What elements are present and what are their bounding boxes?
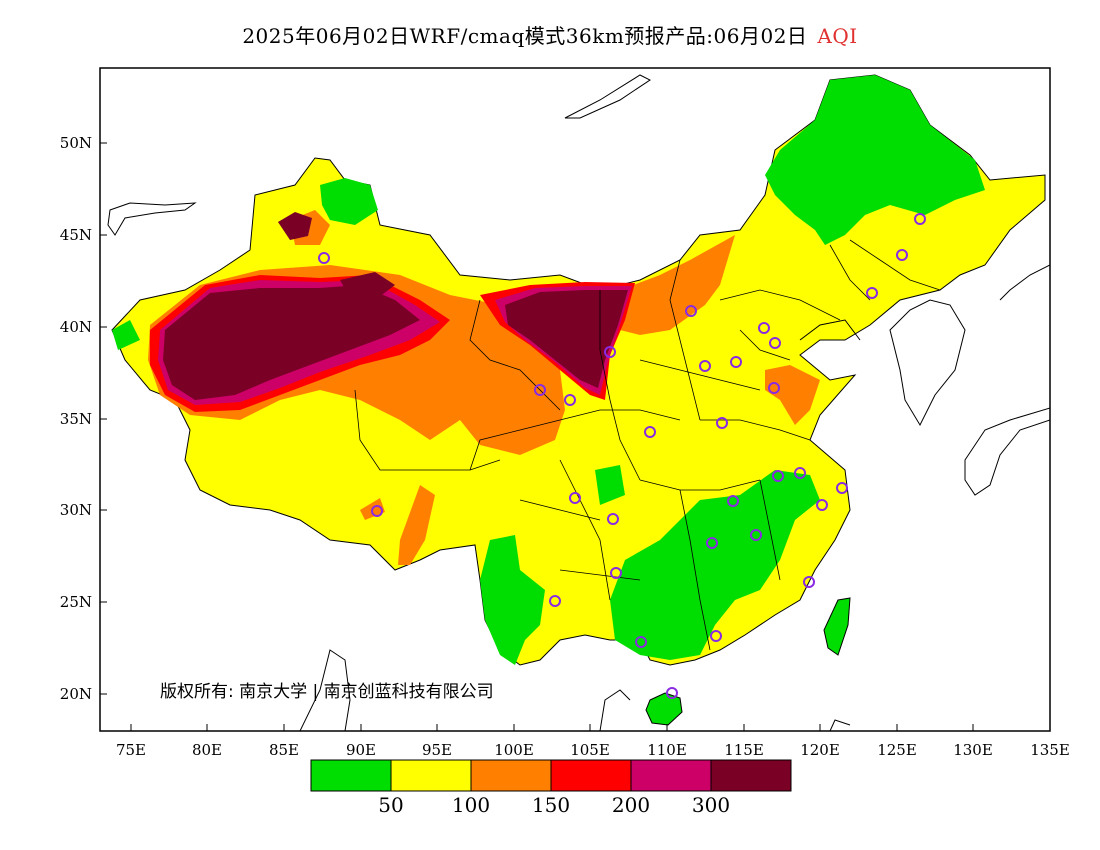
lon-tick-label: 120E [800, 741, 840, 759]
copyright-text: 版权所有: 南京大学 | 南京创蓝科技有限公司 [160, 682, 494, 702]
station-marker [772, 470, 784, 482]
station-marker [604, 346, 616, 358]
station-marker [371, 505, 383, 517]
lon-tick-label: 110E [647, 741, 687, 759]
station-marker [816, 499, 828, 511]
lat-tick-label: 40N [60, 318, 92, 336]
station-marker [569, 492, 581, 504]
north-xinjiang-good-region [320, 178, 378, 225]
legend-swatch-moderate [390, 759, 472, 792]
hazardous-region-lop [340, 272, 395, 300]
station-marker [866, 287, 878, 299]
pollutant-label: AQI [817, 24, 858, 48]
lon-tick-label: 100E [494, 741, 534, 759]
station-marker [727, 495, 739, 507]
lat-tick-label: 25N [60, 593, 92, 611]
lon-tick-label: 130E [953, 741, 993, 759]
station-marker [896, 249, 908, 261]
legend-label: 300 [692, 793, 730, 817]
station-marker [644, 426, 656, 438]
lon-tick-label: 75E [116, 741, 146, 759]
station-marker [768, 382, 780, 394]
neighbor-coastlines [107, 74, 1050, 731]
station-marker [666, 687, 678, 699]
lon-tick-label: 85E [269, 741, 299, 759]
legend-label: 50 [378, 793, 403, 817]
station-markers [318, 213, 926, 699]
lon-tick-label: 95E [422, 741, 452, 759]
sensitive-region-tibet [398, 485, 435, 565]
legend-label: 100 [452, 793, 490, 817]
lon-tick-label: 80E [192, 741, 222, 759]
legend-swatch-hazardous [710, 759, 792, 792]
station-marker [534, 384, 546, 396]
station-marker [318, 252, 330, 264]
station-marker [607, 513, 619, 525]
green-patch [112, 320, 140, 350]
yunnan-good-region [480, 535, 545, 665]
title-text: 2025年06月02日WRF/cmaq模式36km预报产品:06月02日 [242, 24, 808, 48]
lon-tick-label: 125E [877, 741, 917, 759]
lat-tick-label: 50N [60, 134, 92, 152]
station-marker [758, 322, 770, 334]
lat-tick-label: 30N [60, 501, 92, 519]
northeast-good-region [765, 75, 985, 245]
map-title: 2025年06月02日WRF/cmaq模式36km预报产品:06月02日 AQI [0, 20, 1100, 49]
station-marker [685, 305, 697, 317]
station-marker [710, 630, 722, 642]
hazardous-region-dzungaria [278, 212, 312, 240]
legend-label: 150 [532, 793, 570, 817]
station-marker [635, 636, 647, 648]
latitude-axis: 20N 25N 30N 35N 40N 45N 50N [60, 134, 107, 703]
sensitive-region-north [615, 235, 735, 335]
province-boundaries [354, 239, 941, 651]
legend-swatch-sensitive [470, 759, 552, 792]
station-marker [769, 337, 781, 349]
station-marker [803, 576, 815, 588]
station-marker [750, 529, 762, 541]
station-marker [716, 417, 728, 429]
station-marker [794, 467, 806, 479]
hainan-island [645, 692, 683, 726]
aqi-legend: 50 100 150 200 300 [310, 759, 792, 817]
lon-tick-label: 90E [346, 741, 376, 759]
lat-tick-label: 45N [60, 226, 92, 244]
legend-swatch-good [310, 759, 392, 792]
lon-tick-label: 115E [724, 741, 764, 759]
station-marker [706, 537, 718, 549]
hazardous-region-badain [505, 290, 628, 388]
map-body: 版权所有: 南京大学 | 南京创蓝科技有限公司 [107, 74, 1050, 731]
hazardous-region-taklimakan [163, 285, 420, 400]
green-patch [595, 465, 625, 505]
station-marker [549, 595, 561, 607]
legend-swatch-very-unhealthy [630, 759, 712, 792]
taiwan-island [823, 597, 851, 656]
map-frame [99, 67, 1051, 732]
station-marker [914, 213, 926, 225]
lon-tick-label: 135E [1030, 741, 1070, 759]
station-marker [730, 356, 742, 368]
lon-tick-label: 105E [570, 741, 610, 759]
legend-label: 200 [612, 793, 650, 817]
station-marker [564, 394, 576, 406]
legend-swatch-unhealthy [550, 759, 632, 792]
lat-tick-label: 20N [60, 685, 92, 703]
station-marker [699, 360, 711, 372]
station-marker [610, 567, 622, 579]
lat-tick-label: 35N [60, 410, 92, 428]
longitude-axis: 75E 80E 85E 90E 95E 100E 105E 110E 115E … [116, 724, 1070, 759]
station-marker [836, 482, 848, 494]
sensitive-region-shandong [765, 365, 820, 425]
